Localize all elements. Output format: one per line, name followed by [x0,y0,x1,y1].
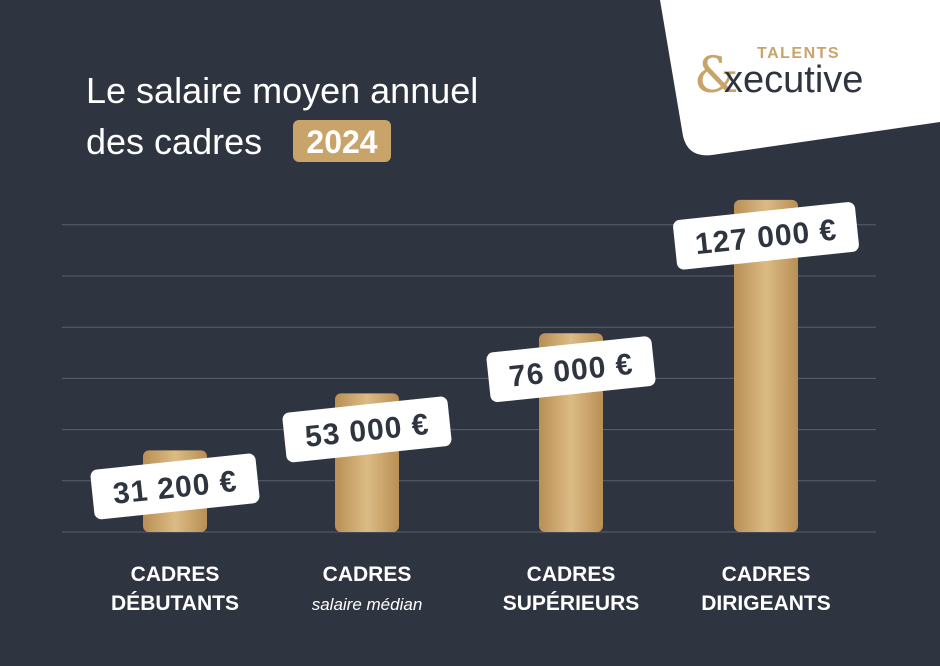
x-tick-label: CADRES [131,563,220,586]
x-tick-label: CADRES [323,563,412,586]
x-tick-label: DÉBUTANTS [111,592,239,615]
value-label-bg [282,396,452,463]
value-label-group: 76 000 € [486,336,656,403]
value-label-bg [486,336,656,403]
value-label-group: 31 200 € [90,453,260,520]
x-tick-label: salaire médian [312,595,423,614]
chart-title: Le salaire moyen annuel [86,70,478,111]
value-label-group: 53 000 € [282,396,452,463]
x-tick-label: SUPÉRIEURS [503,592,640,615]
x-tick-label: CADRES [527,563,616,586]
badge: 2024 [306,124,377,160]
value-label-group: 127 000 € [673,202,859,270]
chart-title: des cadres [86,121,262,162]
x-tick-label: DIRIGEANTS [701,592,831,615]
logo-ampersand: & [694,46,739,104]
value-label-bg [90,453,260,520]
value-label-bg [673,202,859,270]
x-tick-label: CADRES [722,563,811,586]
bar [734,199,798,532]
logo-tagline: TALENTS [757,45,840,62]
badge-bg [293,120,391,162]
logo-panel [660,0,940,156]
logo-word: xecutive [724,59,863,101]
